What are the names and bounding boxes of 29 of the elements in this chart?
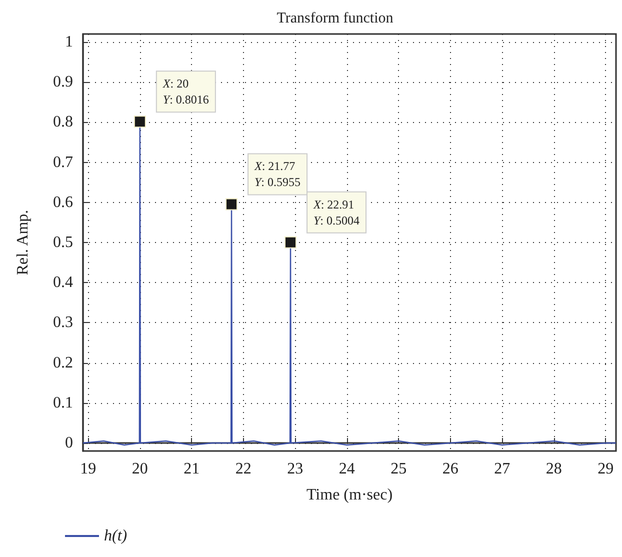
x-tick-label: 21 [184, 460, 200, 478]
chart-title: Transform function [276, 10, 394, 26]
x-tick-label: 24 [338, 460, 355, 478]
y-axis-title: Rel. Amp. [14, 210, 32, 276]
y-tick-label: 0.4 [53, 274, 73, 292]
y-tick-label: 0.7 [53, 154, 73, 171]
y-tick-label: 0.5 [53, 234, 73, 251]
x-tick-label: 25 [390, 460, 407, 478]
y-tick-label: 0 [65, 434, 73, 452]
y-tick-label: 0.8 [53, 114, 73, 131]
legend-label: h(t) [104, 528, 128, 544]
y-tick-label: 0.3 [53, 314, 73, 332]
x-tick-label: 29 [598, 460, 614, 478]
y-tick-label: 1 [65, 34, 73, 51]
x-tick-label: 22 [235, 460, 252, 478]
x-tick-label: 23 [287, 460, 304, 478]
y-tick-label: 0.6 [53, 194, 73, 211]
x-tick-label: 26 [442, 460, 458, 478]
x-tick-label: 19 [80, 460, 96, 478]
x-axis-title: Time (m·sec) [306, 486, 393, 504]
y-tick-label: 0.2 [53, 354, 73, 372]
annotation: X: 22.91 Y: 0.5004 [312, 197, 360, 228]
x-tick-label: 27 [494, 460, 510, 478]
annotation: X: 21.77 Y: 0.5955 [254, 159, 301, 190]
x-tick-label: 28 [546, 460, 562, 478]
y-tick-label: 0.9 [53, 74, 73, 91]
y-tick-label: 0.1 [53, 394, 73, 412]
annotation: X: 20 Y: 0.8016 [162, 76, 209, 107]
x-tick-label: 20 [132, 460, 148, 478]
